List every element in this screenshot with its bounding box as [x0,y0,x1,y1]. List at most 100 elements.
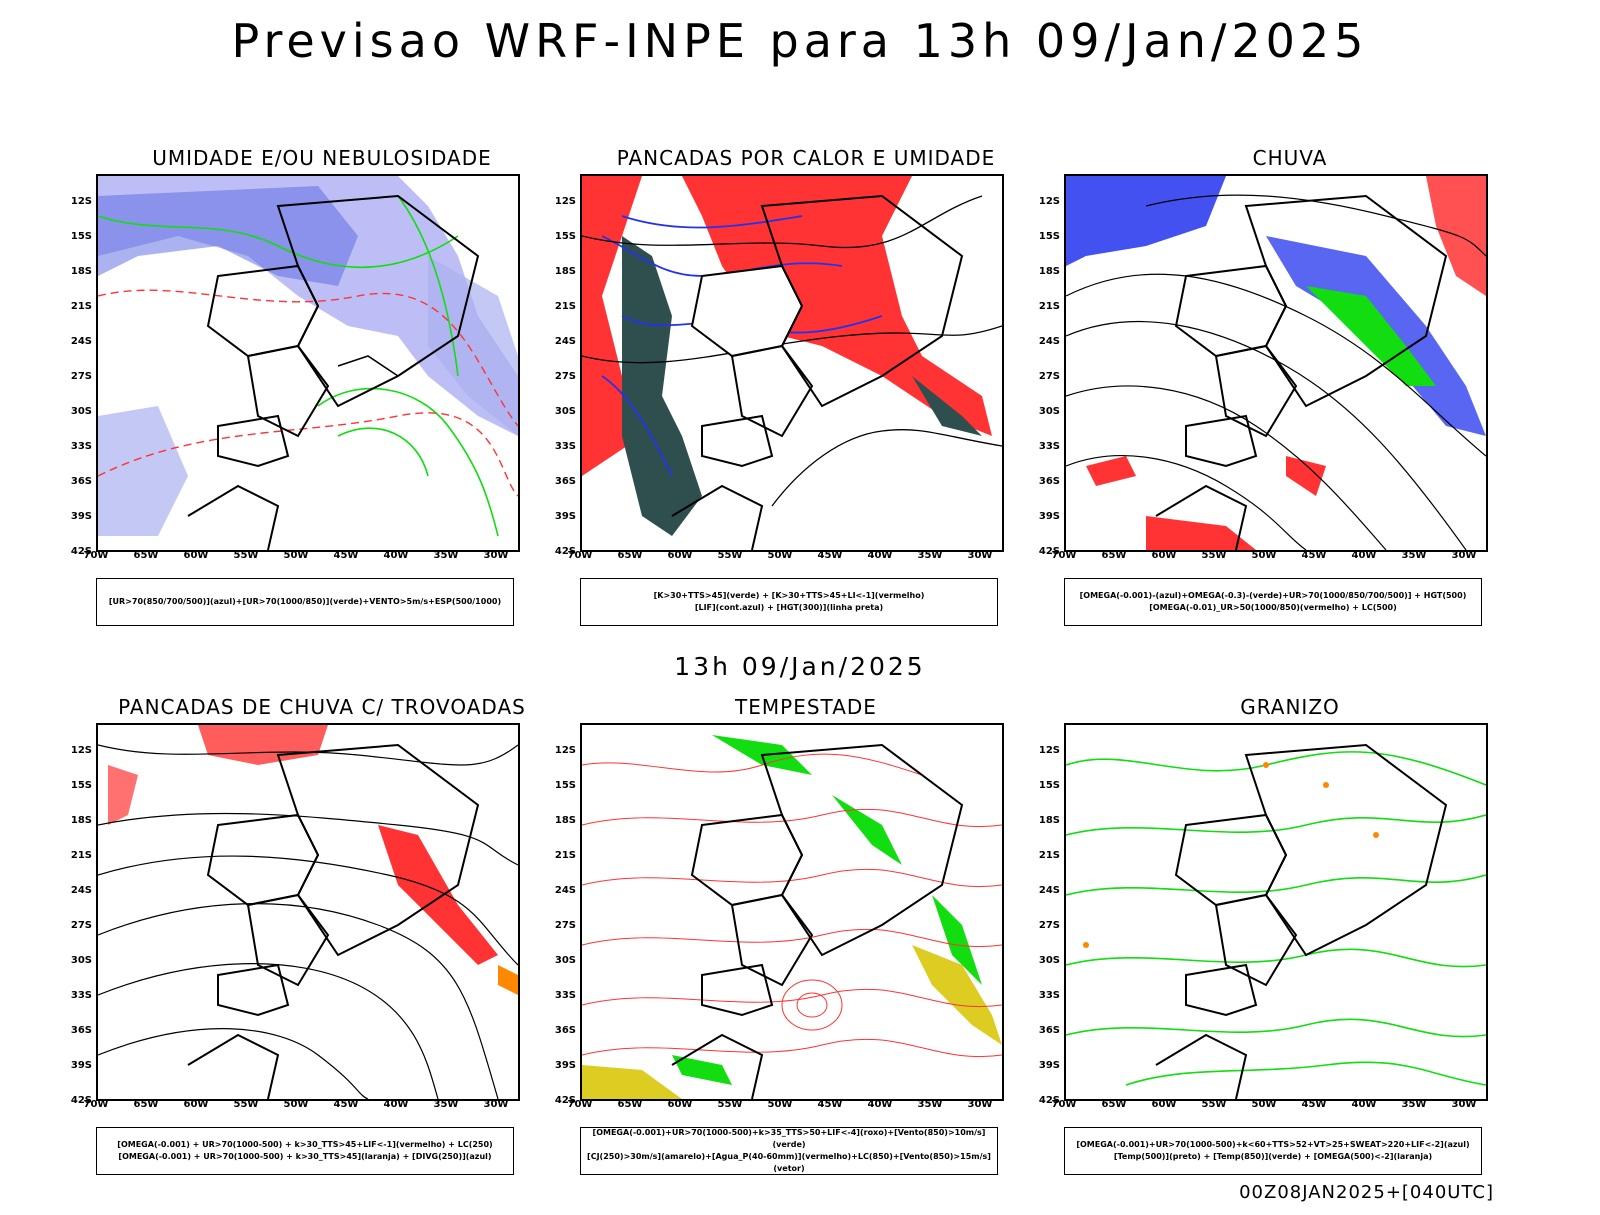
lat-label: 18S [554,815,576,826]
lon-label: 65W [1101,1099,1127,1110]
map-tempestade[interactable] [580,723,1004,1101]
legend-box: [OMEGA(-0.001)+UR>70(1000-500)+k>35_TTS>… [580,1127,998,1175]
lat-label: 27S [554,920,576,931]
legend-line: [K>30+TTS>45](verde) + [K>30+TTS>45+LI<-… [653,591,925,600]
lat-label: 15S [1038,780,1060,791]
map-canvas [582,176,1002,550]
lon-label: 60W [183,1099,209,1110]
lat-label: 18S [70,266,92,277]
lon-label: 70W [567,550,593,561]
lat-label: 18S [70,815,92,826]
lon-label: 55W [233,1099,259,1110]
legend-box: [K>30+TTS>45](verde) + [K>30+TTS>45+LI<-… [580,578,998,626]
lat-label: 21S [554,850,576,861]
legend-box: [OMEGA(-0.001)+UR>70(1000-500)+k<60+TTS>… [1064,1127,1482,1175]
legend-box: [UR>70(850/700/500)](azul)+[UR>70(1000/8… [96,578,514,626]
legend-box: [OMEGA(-0.001)-(azul)+OMEGA(-0.3)-(verde… [1064,578,1482,626]
lat-label: 39S [554,1060,576,1071]
lat-label: 33S [70,990,92,1001]
lat-label: 30S [1038,955,1060,966]
lat-label: 36S [554,1025,576,1036]
lat-label: 36S [554,476,576,487]
lon-label: 45W [817,1099,843,1110]
lon-label: 35W [917,550,943,561]
lat-label: 12S [554,745,576,756]
map-granizo[interactable] [1064,723,1488,1101]
lon-label: 50W [283,550,309,561]
lat-label: 12S [70,196,92,207]
lat-label: 15S [70,780,92,791]
lon-label: 70W [83,550,109,561]
legend-line: [Temp(500)](preto) + [Temp(850)](verde) … [1113,1152,1433,1161]
lat-label: 24S [554,336,576,347]
lat-label: 12S [70,745,92,756]
panel-title: TEMPESTADE [735,695,877,719]
lon-label: 40W [383,1099,409,1110]
lat-label: 15S [554,231,576,242]
lat-label: 24S [1038,336,1060,347]
lat-label: 12S [1038,196,1060,207]
lon-label: 70W [83,1099,109,1110]
legend-line: [OMEGA(-0.001)+UR>70(1000-500)+k>35_TTS>… [592,1128,986,1149]
lat-label: 39S [70,1060,92,1071]
lat-label: 42S [1038,1095,1060,1106]
map-pancadas-calor[interactable] [580,174,1004,552]
lat-label: 21S [70,850,92,861]
legend-line: [OMEGA(-0.01)_UR>50(1000/850)(vermelho) … [1149,603,1397,612]
panel-tempestade: TEMPESTADE 12S 15S 18S 21S 2 [555,695,1056,1215]
legend-line: [LIF](cont.azul) + [HGT(300)](linha pret… [694,603,884,612]
lon-label: 30W [1451,1099,1477,1110]
legend-line: [UR>70(850/700/500)](azul)+[UR>70(1000/8… [108,597,502,606]
lon-label: 30W [483,1099,509,1110]
panel-pancadas-calor: PANCADAS POR CALOR E UMIDADE 12S 15S 18S… [555,146,1056,666]
lat-label: 24S [1038,885,1060,896]
lat-label: 36S [1038,476,1060,487]
lon-label: 65W [133,550,159,561]
lon-label: 50W [1251,1099,1277,1110]
lat-label: 15S [1038,231,1060,242]
lat-label: 33S [1038,990,1060,1001]
lat-label: 27S [70,920,92,931]
lat-label: 30S [70,955,92,966]
lat-label: 33S [554,441,576,452]
lat-label: 30S [554,406,576,417]
lon-label: 60W [1151,550,1177,561]
lon-label: 40W [867,550,893,561]
lon-label: 40W [1351,1099,1377,1110]
lon-label: 30W [1451,550,1477,561]
lat-label: 33S [1038,441,1060,452]
lon-label: 50W [283,1099,309,1110]
map-canvas [582,735,1002,1099]
lon-label: 40W [1351,550,1377,561]
lat-label: 27S [554,371,576,382]
legend-line: [OMEGA(-0.001) + UR>70(1000-500) + k>30_… [117,1140,493,1149]
panel-umidade: UMIDADE E/OU NEBULOSIDADE 12S 15S 18S 21… [71,146,572,666]
lat-label: 42S [554,1095,576,1106]
lon-label: 55W [233,550,259,561]
lon-label: 65W [617,550,643,561]
lat-label: 18S [1038,815,1060,826]
lon-label: 45W [1301,550,1327,561]
lat-label: 21S [1038,301,1060,312]
lon-label: 50W [1251,550,1277,561]
map-umidade[interactable] [96,174,520,552]
map-chuva[interactable] [1064,174,1488,552]
map-canvas [1066,743,1486,1099]
lon-label: 50W [767,1099,793,1110]
lon-label: 50W [767,550,793,561]
lat-label: 42S [70,1095,92,1106]
lat-label: 30S [1038,406,1060,417]
lon-label: 65W [617,1099,643,1110]
lat-label: 15S [554,780,576,791]
lon-label: 30W [967,550,993,561]
lat-label: 27S [1038,371,1060,382]
lon-label: 60W [667,550,693,561]
legend-box: [OMEGA(-0.001) + UR>70(1000-500) + k>30_… [96,1127,514,1175]
lat-label: 39S [554,511,576,522]
map-trovoadas[interactable] [96,723,520,1101]
lat-label: 21S [1038,850,1060,861]
lat-label: 39S [1038,1060,1060,1071]
lat-label: 36S [70,1025,92,1036]
panel-trovoadas: PANCADAS DE CHUVA C/ TROVOADAS 12S 15S 1… [71,695,572,1215]
lat-label: 12S [554,196,576,207]
